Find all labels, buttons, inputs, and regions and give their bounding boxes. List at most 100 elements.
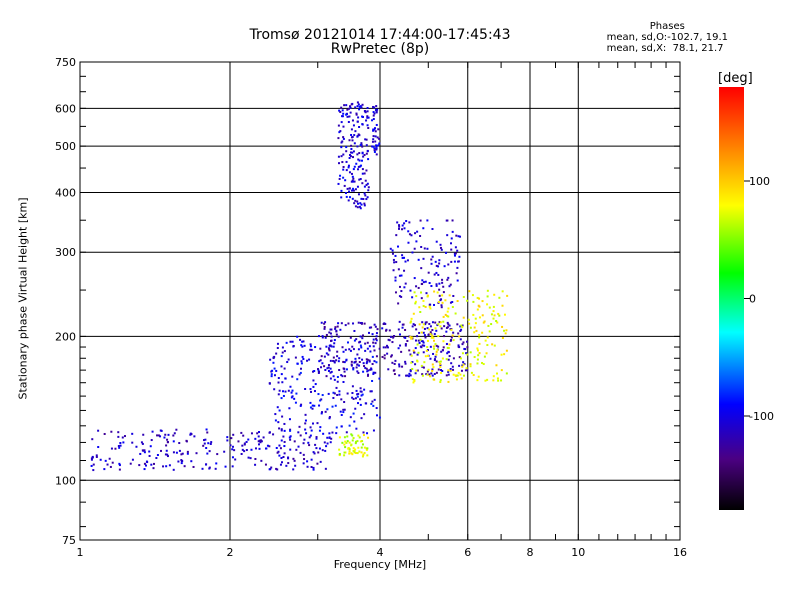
data-point [350, 180, 353, 183]
data-point [465, 367, 468, 370]
data-point [428, 282, 431, 285]
data-point [446, 326, 449, 329]
data-point [394, 279, 397, 282]
data-point [446, 321, 449, 324]
data-point [476, 347, 479, 350]
data-point [365, 152, 368, 155]
data-point [348, 452, 351, 455]
data-point [319, 359, 322, 362]
data-point [415, 240, 418, 243]
data-point [392, 336, 395, 339]
data-point [366, 196, 369, 199]
data-point [450, 338, 453, 341]
data-point [414, 302, 417, 305]
data-point [440, 369, 443, 372]
data-point [348, 196, 351, 199]
data-point [318, 370, 321, 373]
data-point [420, 297, 423, 300]
data-point [281, 415, 284, 418]
data-point [340, 141, 343, 144]
data-point [312, 370, 315, 373]
data-point [473, 326, 476, 329]
data-point [359, 202, 362, 205]
data-point [415, 285, 418, 288]
data-point [464, 369, 467, 372]
data-point [319, 460, 322, 463]
data-point [310, 458, 313, 461]
data-point [437, 300, 440, 303]
data-point [435, 344, 438, 347]
data-point [173, 432, 176, 435]
data-point [343, 408, 346, 411]
data-point [162, 465, 165, 468]
data-point [350, 103, 353, 106]
data-point [423, 327, 426, 330]
data-point [364, 179, 367, 182]
data-point [361, 123, 364, 126]
data-point [451, 219, 454, 222]
data-point [453, 254, 456, 257]
data-point [143, 468, 146, 471]
data-point [327, 353, 330, 356]
data-point [440, 327, 443, 330]
data-point [352, 367, 355, 370]
data-point [333, 392, 336, 395]
data-point [372, 372, 375, 375]
data-point [404, 344, 407, 347]
data-point [355, 389, 358, 392]
data-point [202, 439, 205, 442]
data-point [208, 450, 211, 453]
data-point [452, 294, 455, 297]
data-point [497, 312, 500, 315]
data-point [370, 390, 373, 393]
data-point [310, 465, 313, 468]
data-point [332, 345, 335, 348]
data-point [490, 323, 493, 326]
data-point [352, 412, 355, 415]
data-point [297, 431, 300, 434]
data-point [319, 347, 322, 350]
data-point [353, 339, 356, 342]
data-point [299, 404, 302, 407]
data-point [410, 317, 413, 320]
data-point [412, 349, 415, 352]
data-point [149, 445, 152, 448]
data-point [347, 164, 350, 167]
data-point [478, 297, 481, 300]
data-point [439, 379, 442, 382]
data-point [440, 306, 443, 309]
data-point [304, 419, 307, 422]
data-point [421, 279, 424, 282]
data-point [498, 314, 501, 317]
data-point [411, 325, 414, 328]
data-point [363, 452, 366, 455]
data-point [444, 313, 447, 316]
data-point [366, 182, 369, 185]
data-point [352, 437, 355, 440]
data-point [398, 365, 401, 368]
data-point [118, 468, 121, 471]
data-point [358, 152, 361, 155]
data-point [323, 365, 326, 368]
data-point [432, 352, 435, 355]
data-point [355, 366, 358, 369]
phases-title: Phases [649, 21, 685, 32]
data-point [354, 442, 357, 445]
data-point [486, 378, 489, 381]
data-point [104, 459, 107, 462]
data-point [472, 300, 475, 303]
data-point [363, 446, 366, 449]
data-point [442, 315, 445, 318]
data-point [394, 254, 397, 257]
data-point [304, 387, 307, 390]
data-point [476, 362, 479, 365]
data-point [441, 349, 444, 352]
data-point [328, 331, 331, 334]
data-point [505, 372, 508, 375]
data-point [373, 360, 376, 363]
data-point [409, 369, 412, 372]
data-point [450, 237, 453, 240]
data-point [350, 128, 353, 131]
data-point [366, 347, 369, 350]
data-point [315, 436, 318, 439]
